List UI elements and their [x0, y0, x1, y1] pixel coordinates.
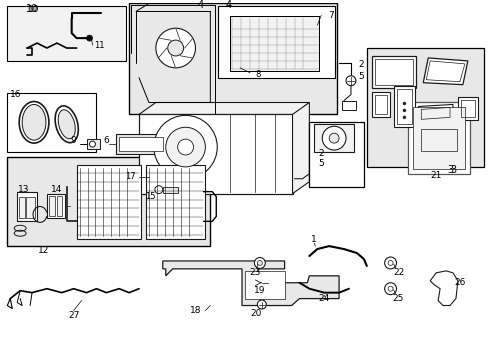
Text: 10: 10 — [28, 5, 40, 14]
Bar — [19, 197, 25, 219]
Bar — [314, 124, 353, 152]
Bar — [7, 6, 126, 61]
Text: 13: 13 — [19, 185, 30, 194]
Circle shape — [165, 127, 205, 167]
Polygon shape — [423, 58, 467, 85]
Circle shape — [402, 102, 405, 105]
Text: 9: 9 — [71, 136, 77, 145]
Bar — [163, 187, 177, 193]
Text: 14: 14 — [51, 185, 62, 194]
Bar — [407, 103, 469, 174]
Text: 3: 3 — [446, 165, 452, 175]
Bar — [244, 271, 284, 298]
Polygon shape — [417, 104, 452, 122]
Text: 24: 24 — [318, 294, 329, 303]
Circle shape — [156, 28, 195, 68]
Ellipse shape — [58, 110, 75, 139]
Bar — [57, 195, 61, 216]
Bar — [230, 16, 319, 71]
Text: 17: 17 — [125, 172, 136, 181]
Text: 20: 20 — [250, 309, 261, 318]
Bar — [366, 48, 483, 167]
Bar — [86, 139, 100, 149]
Text: 7: 7 — [327, 11, 333, 20]
Text: 2: 2 — [318, 149, 324, 158]
Circle shape — [346, 76, 355, 86]
Text: 25: 25 — [392, 294, 404, 303]
Bar — [460, 99, 474, 117]
Bar — [17, 192, 37, 221]
Bar — [218, 6, 334, 78]
Text: 5: 5 — [357, 72, 363, 81]
Circle shape — [155, 186, 163, 194]
Bar — [421, 129, 456, 151]
Text: 3: 3 — [449, 165, 455, 175]
Bar — [139, 114, 292, 194]
Circle shape — [257, 300, 266, 309]
Text: 21: 21 — [429, 171, 441, 180]
Circle shape — [167, 40, 183, 56]
Bar — [374, 95, 386, 114]
Bar — [457, 96, 477, 120]
Text: 4: 4 — [197, 0, 203, 10]
Text: 19: 19 — [254, 286, 265, 295]
Circle shape — [257, 261, 262, 265]
Bar — [49, 195, 55, 216]
Text: 16: 16 — [10, 90, 22, 99]
Polygon shape — [163, 261, 338, 306]
Bar — [116, 134, 165, 154]
Text: 10: 10 — [26, 4, 38, 14]
Bar — [129, 4, 336, 114]
Text: 12: 12 — [38, 246, 50, 255]
Polygon shape — [429, 271, 457, 306]
Text: 5: 5 — [318, 159, 324, 168]
Circle shape — [384, 283, 396, 294]
Bar — [309, 122, 363, 187]
Text: 6: 6 — [103, 136, 109, 145]
Text: 8: 8 — [255, 70, 260, 79]
Bar — [371, 56, 415, 87]
Circle shape — [89, 141, 95, 147]
Text: 26: 26 — [453, 278, 465, 287]
Circle shape — [254, 257, 265, 269]
Circle shape — [328, 133, 338, 143]
Bar — [396, 89, 411, 124]
Text: 4: 4 — [224, 0, 231, 10]
Ellipse shape — [22, 104, 46, 140]
Bar — [7, 157, 210, 246]
Text: 27: 27 — [68, 311, 79, 320]
Bar — [371, 91, 389, 117]
Bar — [341, 100, 355, 111]
Text: 1: 1 — [311, 235, 317, 244]
Bar — [47, 194, 64, 219]
Text: 22: 22 — [392, 268, 403, 277]
Circle shape — [154, 115, 217, 179]
Circle shape — [322, 126, 346, 150]
Text: 15: 15 — [145, 192, 156, 201]
Bar — [77, 165, 141, 239]
Circle shape — [86, 35, 92, 41]
Bar — [230, 16, 319, 71]
Circle shape — [402, 109, 405, 112]
Bar — [7, 93, 96, 152]
Text: 2: 2 — [357, 60, 363, 69]
Bar — [145, 165, 205, 239]
Bar — [26, 197, 35, 219]
Bar — [119, 137, 163, 151]
Text: 11: 11 — [94, 41, 104, 50]
Polygon shape — [139, 103, 309, 114]
Circle shape — [177, 139, 193, 155]
Circle shape — [384, 257, 396, 269]
Bar — [412, 107, 464, 169]
Text: 23: 23 — [249, 268, 260, 277]
Circle shape — [402, 116, 405, 119]
Bar — [374, 59, 412, 85]
Bar — [393, 86, 414, 127]
Text: 18: 18 — [189, 306, 201, 315]
Polygon shape — [292, 103, 309, 194]
Bar — [417, 126, 459, 154]
